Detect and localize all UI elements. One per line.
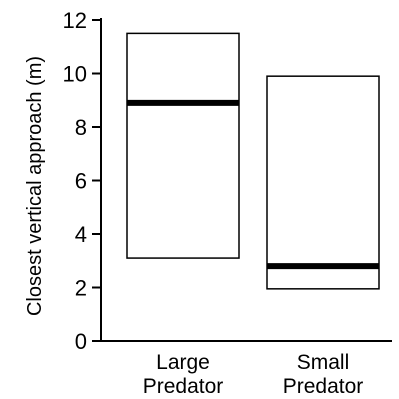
y-tick-label: 6 <box>75 169 87 194</box>
y-axis-ticks: 0 2 4 6 8 10 12 <box>63 8 101 354</box>
y-tick-label: 0 <box>75 329 87 354</box>
category-label: Small <box>297 351 350 374</box>
category-label: Predator <box>143 375 224 398</box>
y-tick-label: 4 <box>75 222 87 247</box>
category-label: Predator <box>283 375 364 398</box>
box-1 <box>126 32 240 259</box>
y-tick-label: 2 <box>75 276 87 301</box>
box-2 <box>266 75 380 290</box>
y-tick-label: 10 <box>63 62 87 87</box>
y-axis-title: Closest vertical approach (m) <box>24 56 46 316</box>
y-tick-label: 12 <box>63 8 87 33</box>
category-label: Large <box>156 351 210 374</box>
y-tick-label: 8 <box>75 115 87 140</box>
chart-boxes <box>126 32 380 290</box>
